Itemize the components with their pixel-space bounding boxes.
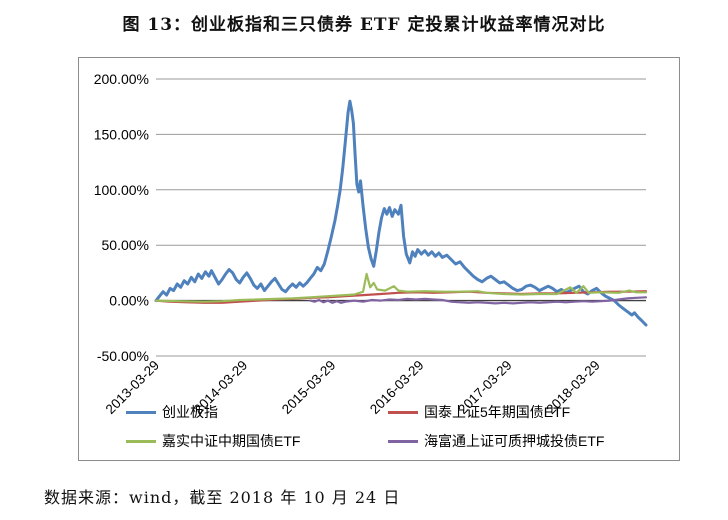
- chart-legend: 创业板指 国泰上证5年期国债ETF 嘉实中证中期国债ETF 海富通上证可质押城投债ET…: [126, 402, 666, 451]
- legend-label: 创业板指: [162, 404, 218, 420]
- data-source-note: 数据来源：wind，截至 2018 年 10 月 24 日: [44, 488, 401, 507]
- figure-title: 图 13：创业板指和三只债券 ETF 定投累计收益率情况对比: [122, 15, 606, 35]
- series-line-1: [154, 290, 648, 304]
- y-tick-label: 50.00%: [102, 237, 149, 253]
- chart-area: 200.00% 150.00% 100.00% 50.00% 0.00% -50.00% 2…: [78, 57, 680, 461]
- legend-label: 国泰上证5年期国债ETF: [424, 404, 571, 420]
- legend-label: 嘉实中证中期国债ETF: [162, 433, 301, 449]
- series-line-0: [154, 99, 648, 327]
- legend-item-0: 创业板指: [126, 402, 388, 422]
- y-tick-label: 0.00%: [109, 293, 149, 309]
- legend-item-3: 海富通上证可质押城投债ETF: [388, 431, 666, 451]
- y-tick-label: 100.00%: [94, 182, 149, 198]
- y-tick-label: 150.00%: [94, 126, 149, 142]
- legend-marker-icon: [126, 410, 156, 414]
- legend-marker-icon: [126, 439, 156, 443]
- y-tick-label: 200.00%: [94, 71, 149, 87]
- legend-item-1: 国泰上证5年期国债ETF: [388, 402, 666, 422]
- y-tick-label: -50.00%: [97, 348, 149, 364]
- legend-marker-icon: [388, 410, 418, 414]
- legend-label: 海富通上证可质押城投债ETF: [424, 433, 605, 449]
- line-chart: 200.00%150.00%100.00%50.00%0.00%-50.00%2…: [94, 71, 648, 417]
- legend-marker-icon: [388, 439, 418, 443]
- series-line-2: [154, 272, 648, 303]
- legend-item-2: 嘉实中证中期国债ETF: [126, 431, 388, 451]
- series-line-3: [309, 296, 648, 305]
